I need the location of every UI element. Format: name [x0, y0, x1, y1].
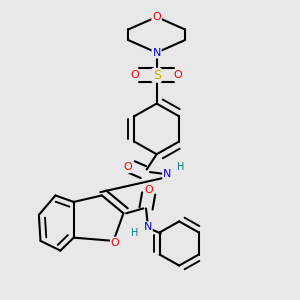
Text: H: H [131, 228, 139, 238]
Text: S: S [153, 69, 160, 82]
Text: H: H [177, 162, 184, 172]
Text: O: O [144, 184, 153, 195]
Text: O: O [174, 70, 183, 80]
Text: O: O [131, 70, 140, 80]
Text: O: O [123, 162, 132, 172]
Text: N: N [163, 169, 171, 179]
Text: N: N [152, 48, 161, 58]
Text: O: O [111, 238, 119, 248]
Text: N: N [143, 222, 152, 232]
Text: O: O [152, 12, 161, 22]
